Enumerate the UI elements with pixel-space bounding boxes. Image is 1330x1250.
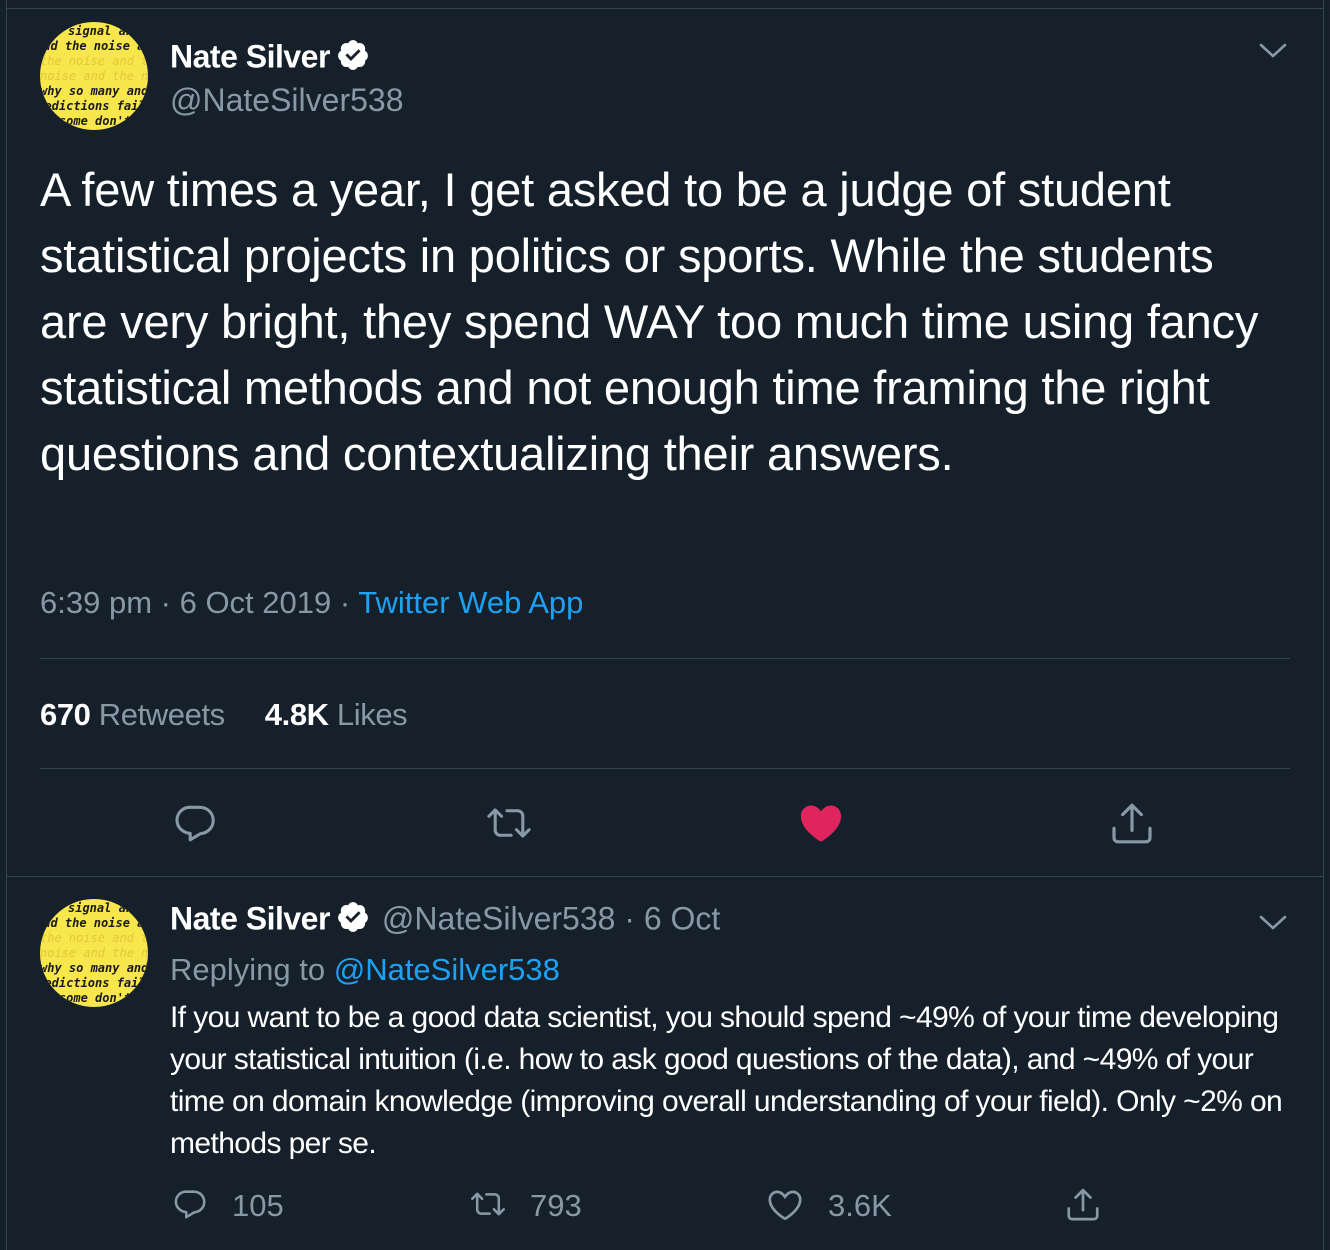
retweet-count[interactable]: 793 <box>530 1188 582 1223</box>
top-border <box>6 8 1324 9</box>
tweet-frame <box>6 0 1324 1250</box>
share-icon[interactable] <box>1108 800 1156 853</box>
share-icon[interactable] <box>1064 1186 1102 1229</box>
chevron-down-icon[interactable] <box>1258 40 1288 65</box>
tweet-time[interactable]: 6:39 pm <box>40 585 153 620</box>
avatar-text-line: the noise and the <box>40 931 148 945</box>
avatar-text-line: signal and <box>68 24 141 38</box>
avatar-text-line: noise and the noise <box>40 946 148 960</box>
verified-badge-icon <box>336 900 370 942</box>
replying-to-link[interactable]: @NateSilver538 <box>333 952 560 987</box>
author-handle[interactable]: @NateSilver538 <box>170 82 404 118</box>
avatar-text-line: predictions fail <box>40 976 146 990</box>
reply-icon[interactable] <box>172 800 218 851</box>
tweet-source[interactable]: Twitter Web App <box>358 585 584 620</box>
like-count[interactable]: 3.6K <box>828 1188 892 1223</box>
avatar-text-line: but some don't <box>40 114 132 128</box>
meta-separator: · <box>624 900 644 937</box>
avatar[interactable]: signal and and the noise and the noise a… <box>40 22 148 130</box>
avatar-text-line: why so many and <box>40 84 148 98</box>
divider <box>40 768 1290 769</box>
reply-header: Nate Silver @NateSilver538 · 6 Oct <box>170 900 720 942</box>
avatar-text-line: predictions fail <box>40 99 146 113</box>
avatar-text-line: why so many and <box>40 961 148 975</box>
retweets-count: 670 <box>40 697 91 732</box>
meta-separator: · <box>339 585 351 620</box>
reply-text: If you want to be a good data scientist,… <box>170 1001 1283 1160</box>
author-name[interactable]: Nate Silver <box>170 38 370 80</box>
reply-author-handle[interactable]: @NateSilver538 <box>381 900 616 937</box>
retweets-stat[interactable]: 670 Retweets <box>40 697 225 732</box>
likes-count: 4.8K <box>264 697 329 732</box>
meta-separator: · <box>160 585 171 620</box>
retweets-label: Retweets <box>98 697 225 732</box>
tweet-text: A few times a year, I get asked to be a … <box>40 163 1259 480</box>
retweet-icon[interactable] <box>468 1186 508 1227</box>
replying-prefix: Replying to <box>170 952 326 987</box>
replying-to: Replying to @NateSilver538 <box>170 952 560 988</box>
likes-stat[interactable]: 4.8K Likes <box>264 697 408 732</box>
reply-date[interactable]: 6 Oct <box>643 900 721 937</box>
tweet-meta: 6:39 pm · 6 Oct 2019 · Twitter Web App <box>40 585 583 621</box>
avatar-text-line: noise and the noise <box>40 69 148 83</box>
avatar-text-line: but some don't <box>40 991 132 1005</box>
avatar-text-line: the noise and the <box>40 54 148 68</box>
heart-icon[interactable] <box>766 1186 804 1229</box>
reply-author-name[interactable]: Nate Silver <box>170 900 330 937</box>
tweet-stats: 670 Retweets 4.8K Likes <box>40 697 447 733</box>
verified-badge-icon <box>336 38 370 80</box>
divider <box>40 658 1290 659</box>
tweet-date[interactable]: 6 Oct 2019 <box>179 585 332 620</box>
author-name-text: Nate Silver <box>170 38 330 75</box>
retweet-icon[interactable] <box>484 800 534 851</box>
reply-avatar[interactable]: signal and and the noise and the noise a… <box>40 899 148 1007</box>
avatar-text-line: and the noise and <box>40 916 148 930</box>
likes-label: Likes <box>336 697 408 732</box>
reply-icon[interactable] <box>172 1186 208 1227</box>
heart-filled-icon[interactable] <box>798 800 844 851</box>
avatar-text-line: and the noise and <box>40 39 148 53</box>
chevron-down-icon[interactable] <box>1258 912 1288 937</box>
section-divider <box>6 876 1324 877</box>
reply-count[interactable]: 105 <box>232 1188 284 1223</box>
avatar-text-line: signal and <box>68 901 141 915</box>
